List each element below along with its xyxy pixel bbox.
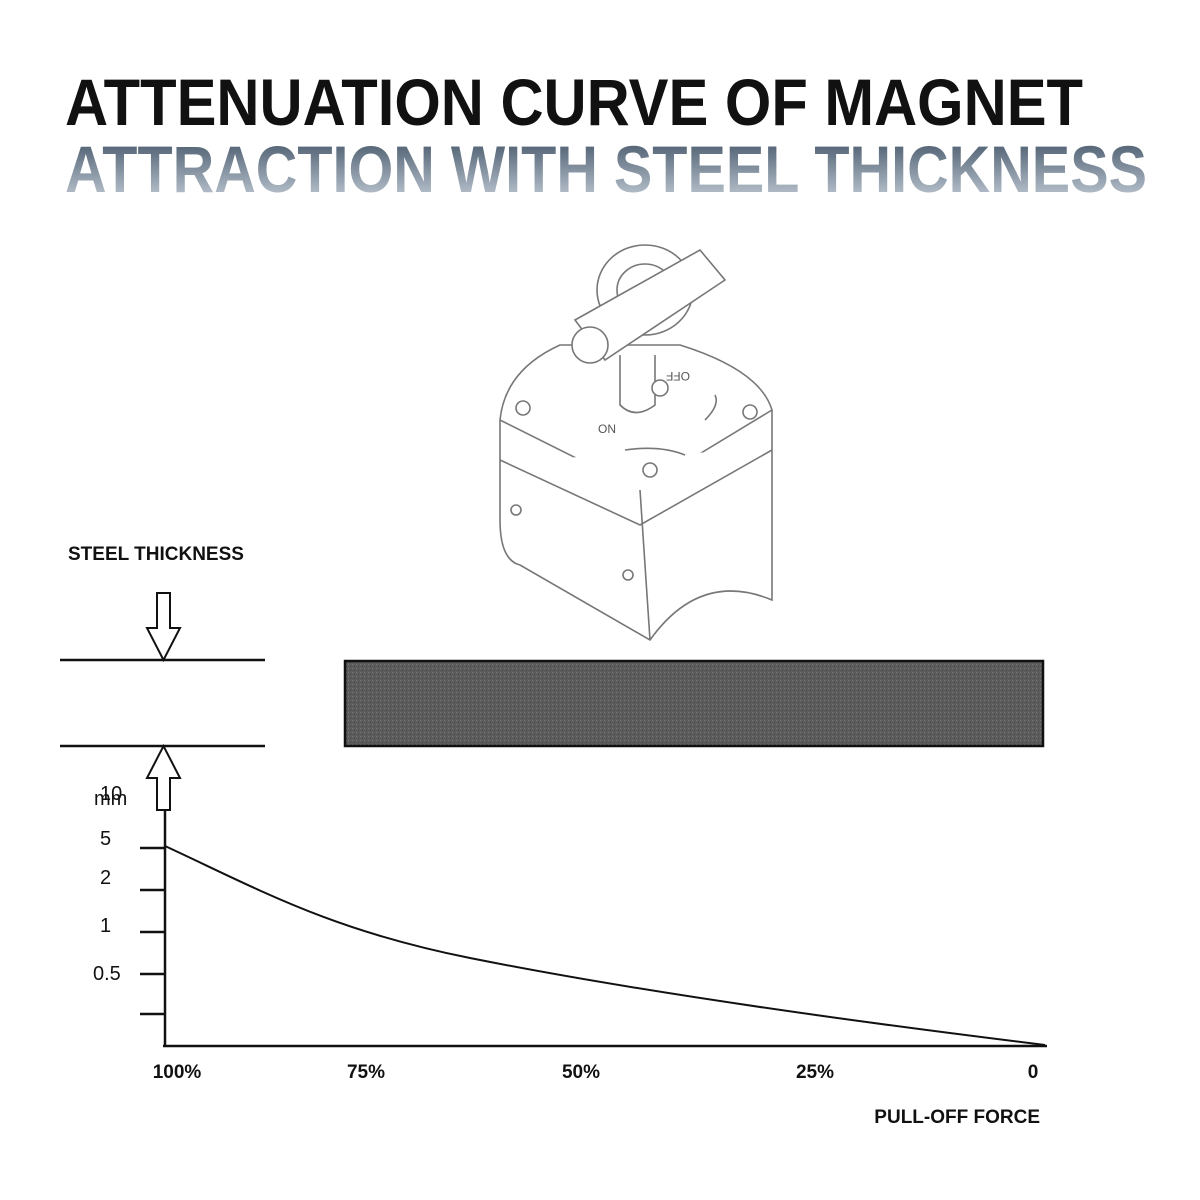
x-tick-label: 75% bbox=[347, 1062, 385, 1083]
arrow-up bbox=[145, 743, 182, 811]
steel-thickness-label: STEEL THICKNESS bbox=[68, 544, 244, 565]
x-axis-title: PULL-OFF FORCE bbox=[874, 1107, 1040, 1128]
y-tick-label: 5 bbox=[100, 828, 111, 850]
chart: mm 10 5 2 1 0.5 100% 75% 50% 25% 0 PULL-… bbox=[93, 783, 1047, 1128]
arrow-down bbox=[145, 592, 182, 663]
x-tick-label: 100% bbox=[153, 1062, 202, 1083]
y-tick-label: 10 bbox=[100, 783, 122, 805]
magnet-illustration: OFF ON bbox=[499, 244, 773, 642]
x-tick-label: 0 bbox=[1028, 1062, 1039, 1083]
title-line-1: ATTENUATION CURVE OF MAGNET bbox=[65, 65, 1083, 139]
device-label-off: OFF bbox=[666, 369, 690, 383]
attenuation-curve bbox=[164, 845, 1046, 1046]
y-tick-label: 1 bbox=[100, 915, 111, 937]
x-tick-label: 50% bbox=[562, 1062, 600, 1083]
device-label-on: ON bbox=[598, 422, 616, 436]
y-tick-label: 2 bbox=[100, 867, 111, 889]
steel-plate bbox=[343, 659, 1045, 748]
title-line-2: ATTRACTION WITH STEEL THICKNESS bbox=[65, 132, 1147, 206]
y-unit: mm bbox=[94, 788, 127, 810]
y-tick-label: 0.5 bbox=[93, 963, 121, 985]
x-tick-label: 25% bbox=[796, 1062, 834, 1083]
